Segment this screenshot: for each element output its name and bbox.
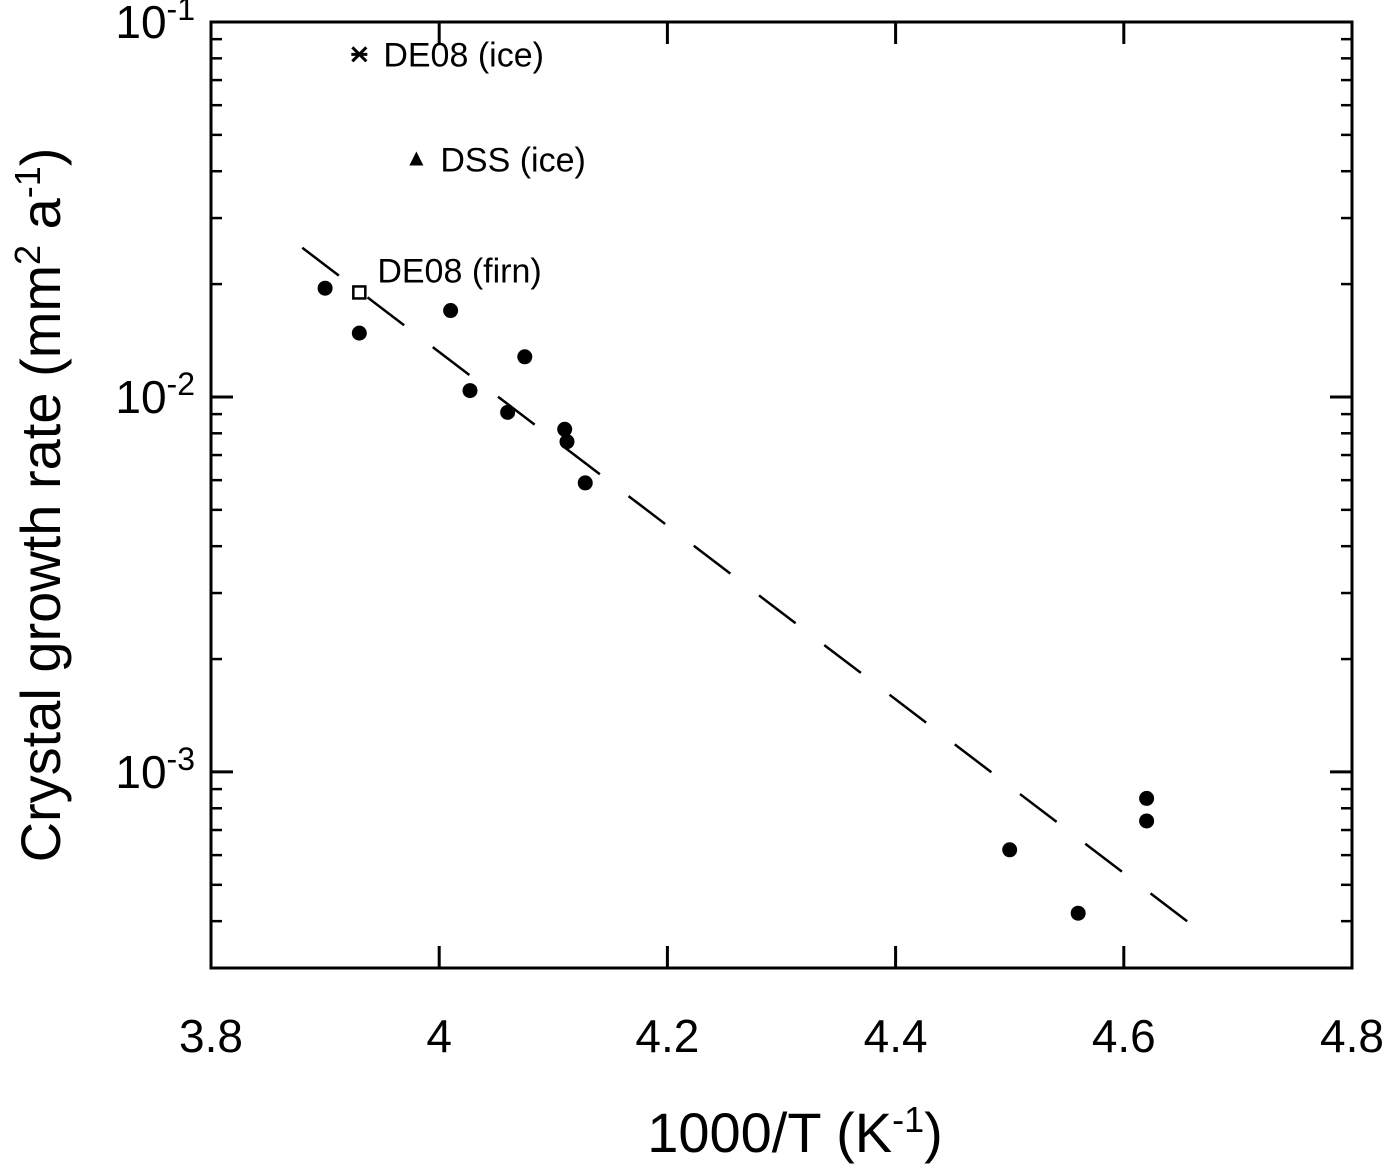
series-label-3: DSS (ice) xyxy=(440,141,585,179)
point-s0-12 xyxy=(1139,813,1155,829)
point-s0-11 xyxy=(1139,790,1155,806)
axis-ticks xyxy=(209,20,1354,970)
x-tick-label-3: 4.4 xyxy=(864,1010,928,1062)
point-s0-5 xyxy=(517,349,533,365)
point-s0-2 xyxy=(443,303,459,319)
point-s0-3 xyxy=(462,383,478,399)
data-points xyxy=(317,46,1155,921)
point-s0-9 xyxy=(1002,842,1018,858)
point-s0-6 xyxy=(557,421,573,437)
point-s0-4 xyxy=(500,404,516,420)
dashed-fit-line xyxy=(301,246,1205,935)
y-tick-label-1: 10-2 xyxy=(115,366,195,423)
point-s0-8 xyxy=(577,475,593,491)
point-s0-7 xyxy=(559,434,575,450)
x-tick-label-1: 4 xyxy=(426,1010,452,1062)
tick-labels: 3.8 4 4.2 4.4 4.6 4.8 10-1 10-2 10-3 xyxy=(115,0,1384,1062)
x-tick-label-2: 4.2 xyxy=(635,1010,699,1062)
point-s0-0 xyxy=(317,280,333,296)
point-s3-0 xyxy=(409,151,424,166)
y-axis-title: Crystal growth rate (mm2 a-1) xyxy=(7,148,72,863)
y-tick-label-2: 10-3 xyxy=(115,741,195,798)
x-axis-title: 1000/T (K-1) xyxy=(647,1099,943,1164)
point-s2-0 xyxy=(351,46,368,63)
point-s0-1 xyxy=(351,325,367,341)
series-label-1: DE08 (firn) xyxy=(377,252,541,290)
x-tick-label-5: 4.8 xyxy=(1320,1010,1384,1062)
point-s1-0 xyxy=(352,285,367,300)
x-tick-label-4: 4.6 xyxy=(1092,1010,1156,1062)
y-tick-label-0: 10-1 xyxy=(115,0,195,48)
series-label-2: DE08 (ice) xyxy=(383,36,544,74)
series-annotations: DE08 (firn) DE08 (ice) DSS (ice) xyxy=(377,36,586,290)
plot-frame xyxy=(209,20,1354,970)
x-tick-label-0: 3.8 xyxy=(179,1010,243,1062)
point-s0-10 xyxy=(1070,905,1086,921)
